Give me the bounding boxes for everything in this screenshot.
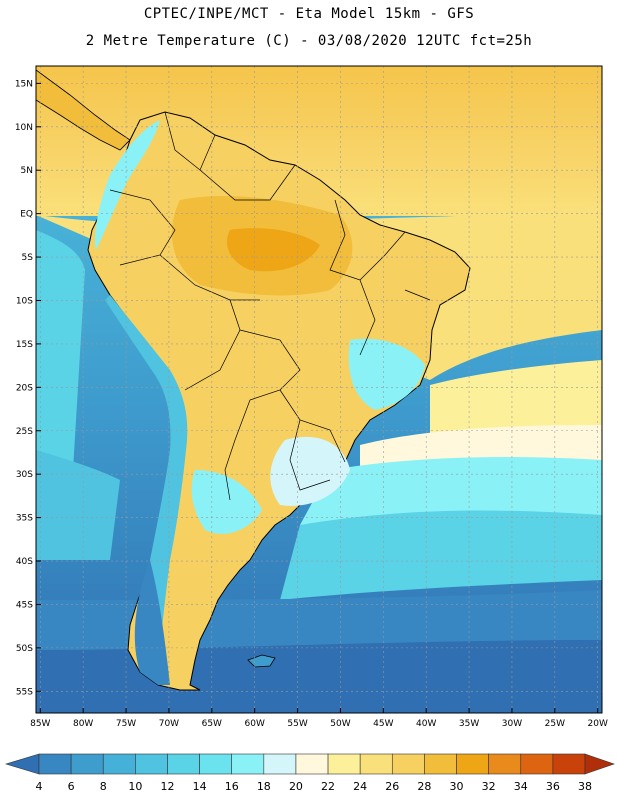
color-legend: 4 6 8 10 12 14 16 18 20 22 24 26 28 30 32 34 36 38 <box>4 753 615 793</box>
legend-label: 4 <box>36 780 43 793</box>
central-america-land <box>36 69 131 151</box>
lat-label: 55S <box>16 687 33 697</box>
legend-box <box>391 753 425 775</box>
lat-label: 10S <box>16 296 33 306</box>
legend-box <box>231 753 265 775</box>
legend-box <box>424 753 457 775</box>
legend-label: 12 <box>160 780 174 793</box>
falkland-islands <box>247 654 276 668</box>
lat-label: 40S <box>16 557 33 567</box>
lon-label: 65W <box>202 719 222 729</box>
lat-label: 20S <box>16 383 33 393</box>
legend-box <box>327 753 361 775</box>
pacific-cool-band <box>36 230 85 520</box>
amazon-hot-core <box>226 228 320 272</box>
legend-label: 32 <box>482 780 496 793</box>
lon-label: 25W <box>545 719 565 729</box>
lon-label: 20W <box>588 719 608 729</box>
cold-atlantic-band <box>280 510 602 600</box>
lon-label: 75W <box>116 719 136 729</box>
lat-label: 5N <box>21 166 33 176</box>
legend-label: 24 <box>353 780 367 793</box>
lon-label: 50W <box>330 719 350 729</box>
legend-label: 14 <box>193 780 207 793</box>
temperature-map: 15N 10N 5N EQ 5S 10S 15S 20S 25S 30S 35S 40S 45S 50S 5… <box>15 65 608 729</box>
legend-box <box>456 753 489 775</box>
lat-label: 15S <box>16 340 33 350</box>
southeast-brazil-cool <box>348 338 425 410</box>
patagonia-cold <box>134 560 170 685</box>
lat-label: 50S <box>16 644 33 654</box>
legend-box <box>70 753 104 775</box>
legend-label: 34 <box>514 780 528 793</box>
longitude-labels: 85W 80W 75W 70W 65W 60W 55W 50W 45W 40W 35W 30W 25W 2… <box>30 719 608 729</box>
south-brazil-mild <box>270 436 350 506</box>
legend-labels: 4 6 8 10 12 14 16 18 20 22 24 26 28 30 32 34 36 38 <box>36 780 593 793</box>
northern-andes-cool <box>94 120 160 250</box>
legend-label: 18 <box>257 780 271 793</box>
legend-box <box>359 753 393 775</box>
legend-box <box>488 753 522 775</box>
warm-atlantic-band <box>430 360 602 445</box>
axis-ticks <box>36 82 599 713</box>
map-title-line1: CPTEC/INPE/MCT - Eta Model 15km - GFS <box>143 6 475 22</box>
lat-label: 45S <box>16 600 33 610</box>
legend-arrow-low <box>4 753 40 775</box>
lon-label: 45W <box>373 719 393 729</box>
legend-box <box>263 753 297 775</box>
legend-label: 38 <box>578 780 592 793</box>
legend-label: 36 <box>546 780 560 793</box>
lon-label: 60W <box>245 719 265 729</box>
legend-box <box>520 753 554 775</box>
lon-label: 35W <box>459 719 479 729</box>
legend-label: 28 <box>417 780 431 793</box>
lat-label: 35S <box>16 514 33 524</box>
legend-box <box>295 753 329 775</box>
lat-label: 30S <box>16 470 33 480</box>
lon-label: 30W <box>502 719 522 729</box>
legend-label: 6 <box>68 780 75 793</box>
legend-color-boxes <box>4 753 615 775</box>
pampas-cool <box>191 470 262 534</box>
legend-label: 30 <box>450 780 464 793</box>
lat-label: 10N <box>15 123 33 133</box>
legend-box <box>102 753 136 775</box>
lon-label: 70W <box>159 719 179 729</box>
legend-box <box>167 753 200 775</box>
legend-label: 10 <box>128 780 142 793</box>
lat-label: 5S <box>22 253 34 263</box>
latitude-labels: 15N 10N 5N EQ 5S 10S 15S 20S 25S 30S 35S 40S 45S 50S 5… <box>15 79 33 697</box>
legend-arrow-high <box>584 753 615 775</box>
legend-box <box>199 753 233 775</box>
lat-label: 15N <box>15 79 33 89</box>
lon-label: 40W <box>416 719 436 729</box>
map-frame <box>35 65 603 714</box>
legend-label: 22 <box>321 780 335 793</box>
lat-label: EQ <box>20 210 33 220</box>
lon-label: 80W <box>73 719 93 729</box>
legend-label: 8 <box>100 780 107 793</box>
legend-box <box>552 753 586 775</box>
lon-label: 85W <box>30 719 50 729</box>
lat-label: 25S <box>16 427 33 437</box>
country-borders <box>109 111 431 501</box>
legend-label: 16 <box>225 780 239 793</box>
legend-label: 20 <box>289 780 303 793</box>
polar-ocean-band <box>36 640 602 713</box>
central-andes-cold <box>105 295 188 680</box>
legend-label: 26 <box>385 780 399 793</box>
map-title-line2: 2 Metre Temperature (C) - 03/08/2020 12U… <box>85 33 533 49</box>
map-field <box>36 66 602 713</box>
pacific-cold-band <box>36 450 120 560</box>
lon-label: 55W <box>287 719 307 729</box>
legend-box <box>135 753 168 775</box>
legend-box <box>38 753 72 775</box>
lat-lon-grid <box>36 66 602 713</box>
